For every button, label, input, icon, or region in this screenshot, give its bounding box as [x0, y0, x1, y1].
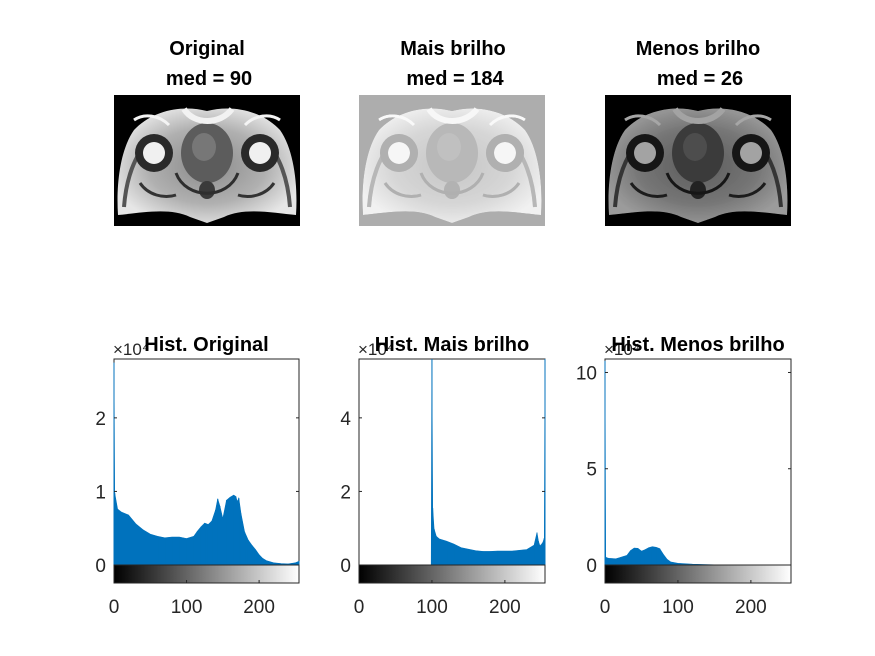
y-tick-label: 2 [95, 409, 106, 430]
x-tick-label: 0 [600, 597, 611, 618]
axes-box [358, 358, 546, 566]
histogram-bars [359, 358, 546, 566]
y-exponent-label: ×10⁴ [604, 340, 640, 359]
axes-box [604, 358, 792, 566]
image-title-line2: med = 26 [657, 68, 743, 90]
x-tick-label: 200 [243, 597, 275, 618]
x-tick-label: 100 [662, 597, 694, 618]
y-tick-label: 10 [576, 363, 597, 384]
histogram-title: Hist. Menos brilho [611, 334, 784, 356]
y-tick-label: 0 [95, 556, 106, 577]
x-tick-label: 0 [354, 597, 365, 618]
y-tick-label: 4 [340, 409, 351, 430]
grayscale-colorbar [358, 564, 546, 584]
y-tick-label: 5 [586, 460, 597, 481]
x-tick-label: 100 [171, 597, 203, 618]
y-tick-label: 0 [340, 556, 351, 577]
x-tick-label: 200 [735, 597, 767, 618]
y-exponent-label: ×10⁴ [113, 340, 149, 359]
histogram-bars [604, 360, 791, 566]
image-title-line1: Mais brilho [400, 38, 506, 60]
mri-image-dark [605, 95, 791, 226]
x-tick-label: 200 [489, 597, 521, 618]
histogram-title: Hist. Original [144, 334, 268, 356]
grayscale-colorbar [113, 564, 300, 584]
image-panel-bright: Mais brilho med = 184 [359, 38, 545, 226]
y-exponent-label: ×10⁴ [358, 340, 394, 359]
image-title-line2: med = 184 [406, 68, 504, 90]
y-tick-label: 1 [95, 482, 106, 503]
y-tick-label: 2 [340, 482, 351, 503]
image-title-line2: med = 90 [166, 68, 252, 90]
y-tick-label: 0 [586, 556, 597, 577]
image-panel-original: Original med = 90 [114, 38, 300, 226]
image-title-line1: Original [169, 38, 245, 60]
x-tick-label: 0 [109, 597, 120, 618]
image-title-line1: Menos brilho [636, 38, 760, 60]
histogram-title: Hist. Mais brilho [375, 334, 529, 356]
mri-image-original [114, 95, 300, 226]
mri-image-bright [359, 95, 545, 226]
histogram-bars [113, 362, 300, 566]
x-tick-label: 100 [416, 597, 448, 618]
grayscale-colorbar [604, 564, 792, 584]
image-panel-dark: Menos brilho med = 26 [605, 38, 791, 226]
